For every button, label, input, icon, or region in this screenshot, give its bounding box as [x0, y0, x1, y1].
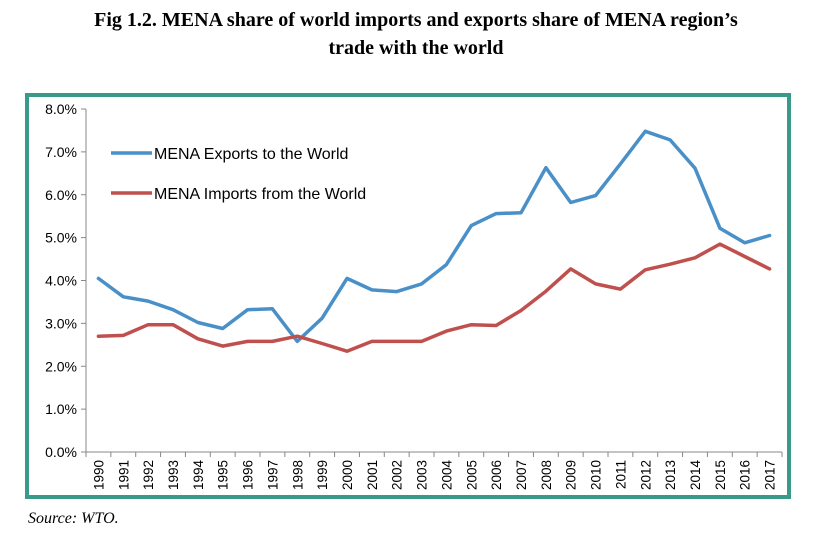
- x-tick-label: 2004: [439, 460, 454, 491]
- series-line-imports: [96, 242, 772, 353]
- x-tick-label: 2002: [390, 460, 405, 490]
- y-tick-label: 7.0%: [45, 144, 77, 160]
- figure-title-line-1: Fig 1.2. MENA share of world imports and…: [94, 9, 738, 31]
- x-tick-label: 2001: [365, 460, 380, 490]
- chart-axes: 0.0% 1.0% 2.0% 3.0% 4.0% 5.0% 6.0% 7.0% 8.0% 1990…: [45, 101, 783, 491]
- y-tick-label: 5.0%: [45, 230, 77, 246]
- y-tick-label: 0.0%: [45, 444, 77, 460]
- x-tick-label: 2000: [340, 460, 355, 490]
- x-tick-label: 1998: [290, 460, 305, 490]
- x-tick-label: 2012: [638, 460, 653, 490]
- x-tick-label: 2008: [539, 460, 554, 490]
- x-tick-label: 1996: [241, 460, 256, 490]
- x-tick-label: 1992: [141, 460, 156, 490]
- y-tick-label: 4.0%: [45, 273, 77, 289]
- y-tick-label: 3.0%: [45, 315, 77, 331]
- y-tick-label: 1.0%: [45, 401, 77, 417]
- x-tick-label: 2005: [464, 460, 479, 490]
- legend-label: MENA Exports to the World: [154, 146, 348, 163]
- source-note: Source: WTO.: [28, 510, 119, 527]
- x-tick-label: 1999: [315, 460, 330, 490]
- x-tick-label: 1991: [116, 460, 131, 490]
- x-tick-label: 2009: [564, 460, 579, 490]
- x-tick-label: 2017: [763, 460, 778, 490]
- x-tick-label: 2007: [514, 460, 529, 490]
- x-tick-label: 2003: [415, 460, 430, 490]
- y-tick-label: 8.0%: [45, 101, 77, 117]
- x-tick-label: 2010: [589, 460, 604, 490]
- chart-legend: MENA Exports to the World MENA Imports fr…: [111, 146, 366, 203]
- legend-label: MENA Imports from the World: [154, 186, 366, 203]
- x-tick-label: 1990: [91, 460, 106, 490]
- chart-series: [96, 129, 772, 353]
- x-tick-label: 2011: [613, 460, 628, 489]
- x-tick-label: 2006: [489, 460, 504, 490]
- x-tick-label: 1995: [216, 460, 231, 490]
- x-tick-label: 2016: [738, 460, 753, 490]
- y-tick-label: 6.0%: [45, 187, 77, 203]
- x-tick-label: 2015: [713, 460, 728, 490]
- chart-frame: [25, 93, 791, 499]
- figure-title: Fig 1.2. MENA share of world imports and…: [0, 6, 832, 62]
- series-line-exports: [96, 129, 772, 344]
- figure-title-line-2: trade with the world: [328, 37, 504, 59]
- x-tick-label: 2014: [688, 460, 703, 491]
- x-tick-label: 2013: [663, 460, 678, 490]
- x-tick-label: 1997: [265, 460, 280, 490]
- x-tick-label: 1993: [166, 460, 181, 490]
- y-tick-label: 2.0%: [45, 358, 77, 374]
- x-tick-label: 1994: [191, 460, 206, 491]
